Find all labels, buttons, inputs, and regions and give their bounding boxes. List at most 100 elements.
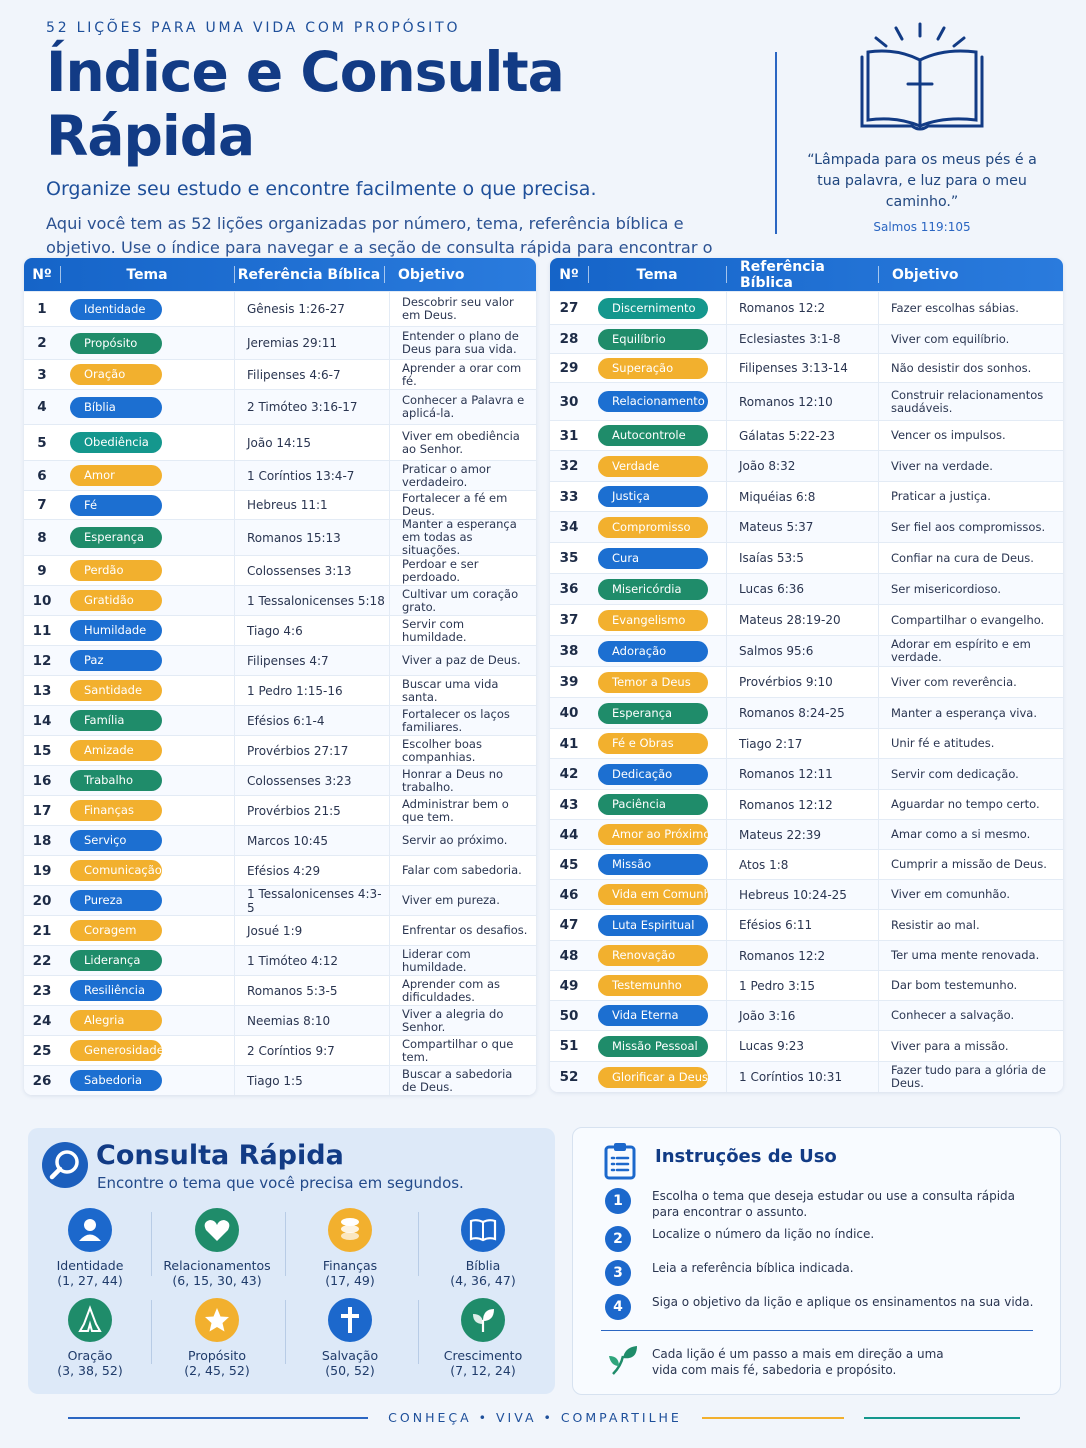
lesson-theme: Fé e Obras — [588, 729, 726, 758]
quick-topic-lessons: (3, 38, 52) — [57, 1363, 123, 1378]
theme-pill: Serviço — [70, 830, 162, 851]
table-row: 15 Amizade Provérbios 27:17 Escolher boas c… — [24, 735, 536, 765]
lesson-theme: Discernimento — [588, 292, 726, 324]
bible-reference: Tiago 2:17 — [726, 729, 878, 758]
clipboard-icon — [603, 1142, 637, 1184]
lesson-theme: Trabalho — [60, 766, 234, 795]
quick-lookup-title: Consulta Rápida — [96, 1140, 344, 1171]
table-row: 5 Obediência João 14:15 Viver em obediência… — [24, 424, 536, 460]
theme-pill: Sabedoria — [70, 1070, 162, 1091]
lesson-number: 22 — [32, 952, 52, 969]
bible-reference: Gênesis 1:26-27 — [234, 292, 389, 326]
bible-reference: João 14:15 — [234, 425, 389, 460]
lesson-number: 42 — [559, 766, 579, 782]
header-num: Nº — [559, 266, 579, 283]
lesson-theme: Obediência — [60, 425, 234, 460]
grid-divider — [285, 1300, 286, 1364]
bible-reference: Provérbios 27:17 — [234, 736, 389, 765]
lesson-objective: Aguardar no tempo certo. — [878, 790, 1063, 819]
instruction-step: 2 Localize o número da lição no índice. — [605, 1226, 1035, 1252]
theme-pill: Santidade — [70, 680, 162, 701]
lesson-theme: Glorificar a Deus — [588, 1062, 726, 1092]
theme-pill: Propósito — [70, 332, 162, 354]
table-row: 47 Luta Espiritual Efésios 6:11 Resistir ao… — [550, 909, 1063, 940]
table-row: 4 Bíblia 2 Timóteo 3:16-17 Conhecer a Palav… — [24, 389, 536, 424]
footer-line-gold — [702, 1417, 844, 1419]
theme-pill: Família — [70, 710, 162, 731]
grid-divider — [151, 1300, 152, 1364]
theme-pill: Obediência — [70, 432, 162, 453]
lesson-theme: Alegria — [60, 1006, 234, 1035]
theme-pill: Humildade — [70, 620, 162, 641]
lesson-objective: Escolher boas companhias. — [389, 736, 536, 765]
lesson-theme: Generosidade — [60, 1036, 234, 1065]
lesson-objective: Vencer os impulsos. — [878, 421, 1063, 450]
quick-topic-label: Identidade — [56, 1258, 124, 1273]
theme-pill: Renovação — [598, 945, 708, 966]
lesson-objective: Viver com equilíbrio. — [878, 325, 1063, 353]
theme-pill: Testemunho — [598, 975, 708, 996]
quick-topic: Crescimento (7, 12, 24) — [418, 1298, 548, 1378]
theme-pill: Comunicação — [70, 860, 162, 881]
theme-pill: Amizade — [70, 740, 162, 761]
quick-topic: Propósito (2, 45, 52) — [152, 1298, 282, 1378]
lesson-theme: Missão Pessoal — [588, 1031, 726, 1061]
lesson-number: 9 — [37, 562, 47, 579]
table-row: 33 Justiça Miquéias 6:8 Praticar a justiça. — [550, 481, 1063, 511]
table-row: 19 Comunicação Efésios 4:29 Falar com sabed… — [24, 855, 536, 885]
lesson-theme: Propósito — [60, 327, 234, 359]
bible-reference: Josué 1:9 — [234, 916, 389, 945]
table-row: 46 Vida em Comunhão Hebreus 10:24-25Viver … — [550, 879, 1063, 909]
table-row: 23 Resiliência Romanos 5:3-5 Aprender com a… — [24, 975, 536, 1005]
lesson-number: 35 — [559, 550, 579, 566]
lesson-theme: Comunicação — [60, 856, 234, 885]
lesson-objective: Liderar com humildade. — [389, 946, 536, 975]
page-subtitle: Organize seu estudo e encontre facilment… — [46, 178, 597, 200]
lesson-number: 48 — [559, 947, 579, 964]
lesson-theme: Missão — [588, 850, 726, 879]
table-row: 12 Paz Filipenses 4:7 Viver a paz de Deus. — [24, 645, 536, 675]
leaf-icon — [607, 1344, 641, 1382]
lesson-objective: Unir fé e atitudes. — [878, 729, 1063, 758]
lesson-number: 25 — [32, 1042, 52, 1059]
bible-reference: 1 Pedro 3:15 — [726, 971, 878, 1000]
table-row: 29 Superação Filipenses 3:13-14 Não desisti… — [550, 353, 1063, 382]
quick-topic: Identidade (1, 27, 44) — [25, 1208, 155, 1288]
table-row: 21 Coragem Josué 1:9 Enfrentar os desafios. — [24, 915, 536, 945]
lesson-theme: Sabedoria — [60, 1066, 234, 1095]
bible-reference: Romanos 12:11 — [726, 759, 878, 789]
lesson-number: 8 — [37, 529, 47, 546]
theme-pill: Discernimento — [598, 297, 708, 319]
coins-icon — [328, 1208, 372, 1252]
table-row: 30 Relacionamento Romanos 12:10 Construir r… — [550, 382, 1063, 420]
theme-pill: Autocontrole — [598, 425, 708, 446]
quick-topic-label: Finanças — [322, 1258, 378, 1273]
table-row: 28 Equilíbrio Eclesiastes 3:1-8 Viver com e… — [550, 324, 1063, 353]
lesson-objective: Enfrentar os desafios. — [389, 916, 536, 945]
lesson-number: 49 — [559, 977, 579, 994]
lesson-number: 33 — [559, 488, 579, 505]
table-row: 31 Autocontrole Gálatas 5:22-23 Vencer os i… — [550, 420, 1063, 450]
heart-icon — [195, 1208, 239, 1252]
grid-divider — [418, 1300, 419, 1364]
lesson-objective: Administrar bem o que tem. — [389, 796, 536, 825]
instruction-step: 1 Escolha o tema que deseja estudar ou us… — [605, 1188, 1035, 1220]
table-row: 24 Alegria Neemias 8:10 Viver a alegria do … — [24, 1005, 536, 1035]
table-row: 44 Amor ao Próximo Mateus 22:39 Amar como a… — [550, 819, 1063, 849]
step-text: Escolha o tema que deseja estudar ou use… — [652, 1189, 1016, 1219]
theme-pill: Identidade — [70, 298, 162, 320]
bible-reference: Miquéias 6:8 — [726, 482, 878, 511]
quick-topic-label: Propósito — [188, 1348, 246, 1363]
bible-reference: Salmos 95:6 — [726, 636, 878, 666]
lesson-theme: Finanças — [60, 796, 234, 825]
lesson-number: 23 — [32, 982, 52, 999]
lesson-theme: Adoração — [588, 636, 726, 666]
quick-topic-lessons: (50, 52) — [325, 1363, 375, 1378]
lesson-objective: Compartilhar o evangelho. — [878, 605, 1063, 635]
theme-pill: Esperança — [70, 527, 162, 548]
lesson-objective: Viver em pureza. — [389, 886, 536, 915]
lesson-objective: Fazer escolhas sábias. — [878, 292, 1063, 324]
grid-divider — [151, 1212, 152, 1276]
lesson-theme: Justiça — [588, 482, 726, 511]
bible-reference: Provérbios 21:5 — [234, 796, 389, 825]
